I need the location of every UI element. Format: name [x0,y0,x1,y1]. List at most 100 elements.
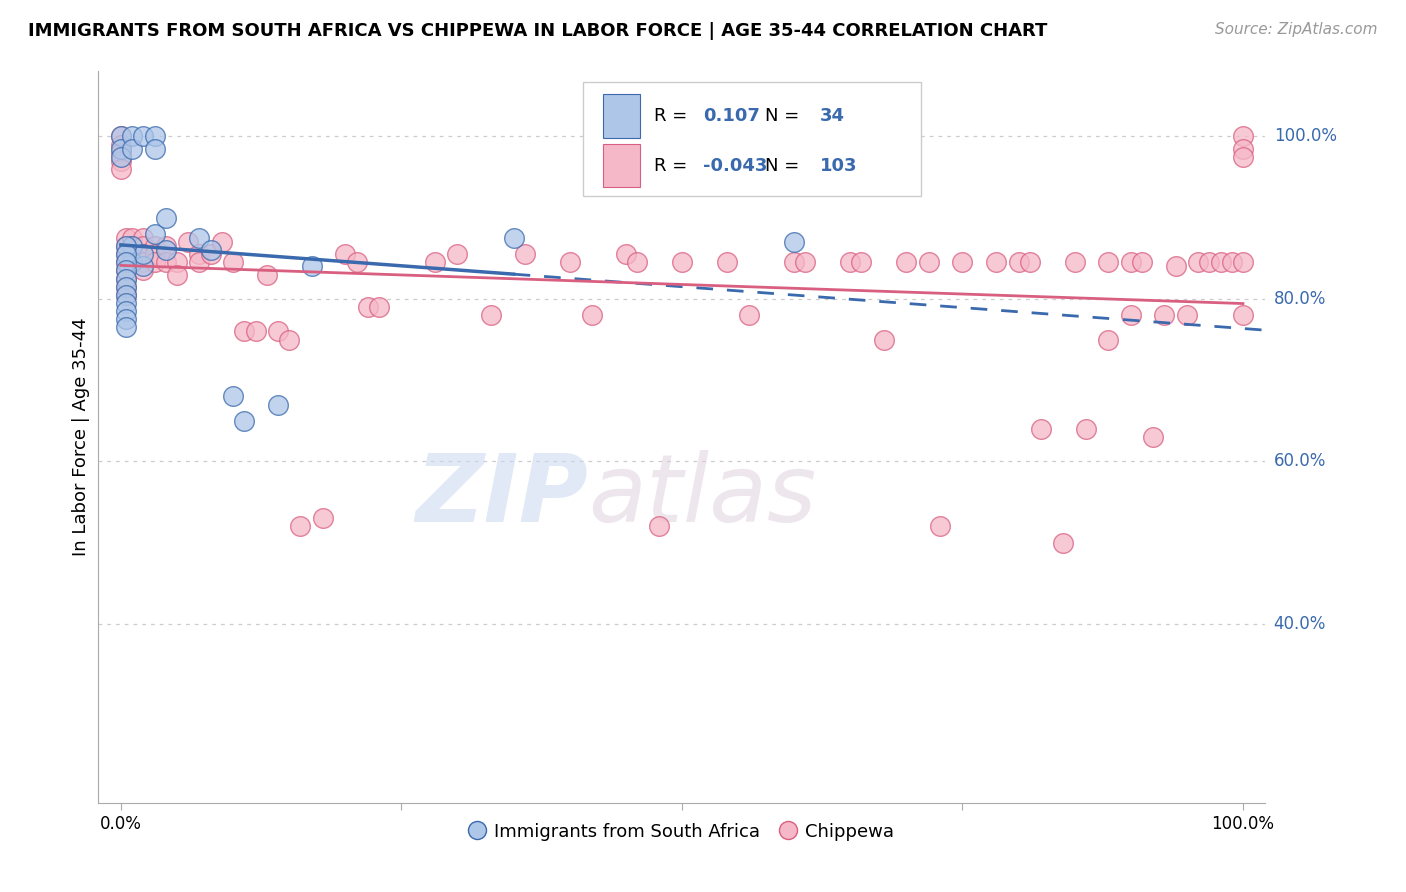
Point [143,255,166,269]
Point [115,288,138,302]
Point [1232,142,1254,156]
Point [1119,255,1142,269]
Point [132,247,155,261]
Point [1142,430,1164,444]
Text: N =: N = [765,156,804,175]
Point [115,263,138,277]
Point [121,129,143,144]
Point [155,239,177,253]
Point [1232,129,1254,144]
Point [115,296,138,310]
Point [115,231,138,245]
Point [115,279,138,293]
Point [132,231,155,245]
Point [121,255,143,269]
Point [278,333,301,347]
Point [267,398,290,412]
Point [716,255,738,269]
Point [110,161,132,176]
Point [918,255,941,269]
Point [256,268,278,282]
Point [896,255,918,269]
Point [115,304,138,318]
Point [121,247,143,261]
Point [851,255,873,269]
Text: 40.0%: 40.0% [1274,615,1326,633]
Point [132,247,155,261]
Point [115,312,138,326]
Point [794,255,817,269]
Text: 100.0%: 100.0% [1274,128,1337,145]
Text: 34: 34 [820,107,845,125]
Point [783,255,806,269]
Text: 60.0%: 60.0% [1274,452,1326,470]
Point [132,255,155,269]
Point [132,129,155,144]
Point [245,325,267,339]
Point [873,333,896,347]
Y-axis label: In Labor Force | Age 35-44: In Labor Force | Age 35-44 [72,318,90,557]
Point [110,137,132,152]
Point [188,231,211,245]
Point [166,268,188,282]
Point [115,320,138,334]
Point [115,271,138,285]
Text: 80.0%: 80.0% [1274,290,1326,308]
Point [200,247,222,261]
Point [155,243,177,257]
Point [1074,422,1097,436]
Point [200,243,222,257]
Point [267,325,290,339]
Point [1130,255,1153,269]
Point [1153,308,1175,322]
Point [211,235,233,249]
Point [335,247,357,261]
Point [1232,150,1254,164]
Point [1232,255,1254,269]
Point [121,231,143,245]
Point [1063,255,1085,269]
Point [110,153,132,168]
Point [346,255,368,269]
Point [671,255,693,269]
Point [1220,255,1243,269]
Text: 0.107: 0.107 [703,107,759,125]
Point [1198,255,1220,269]
Point [177,235,200,249]
Point [1232,308,1254,322]
Point [357,300,380,314]
Text: Source: ZipAtlas.com: Source: ZipAtlas.com [1215,22,1378,37]
Point [301,260,323,274]
Point [143,247,166,261]
Point [984,255,1007,269]
Point [132,260,155,274]
Point [290,519,312,533]
Point [1029,422,1052,436]
Point [115,247,138,261]
Point [222,389,245,403]
Point [166,255,188,269]
Point [188,247,211,261]
Point [1097,255,1119,269]
Legend: Immigrants from South Africa, Chippewa: Immigrants from South Africa, Chippewa [463,814,901,848]
Point [558,255,581,269]
Point [143,129,166,144]
Point [783,235,806,249]
Text: atlas: atlas [589,450,817,541]
Point [121,239,143,253]
Point [155,211,177,225]
Point [446,247,468,261]
Point [1175,308,1198,322]
Point [479,308,502,322]
Point [115,271,138,285]
Point [952,255,974,269]
Point [502,231,524,245]
Point [143,239,166,253]
Bar [603,94,640,137]
Text: -0.043: -0.043 [703,156,768,175]
Point [188,255,211,269]
Point [115,288,138,302]
Point [1119,308,1142,322]
Point [155,255,177,269]
Point [312,511,335,525]
